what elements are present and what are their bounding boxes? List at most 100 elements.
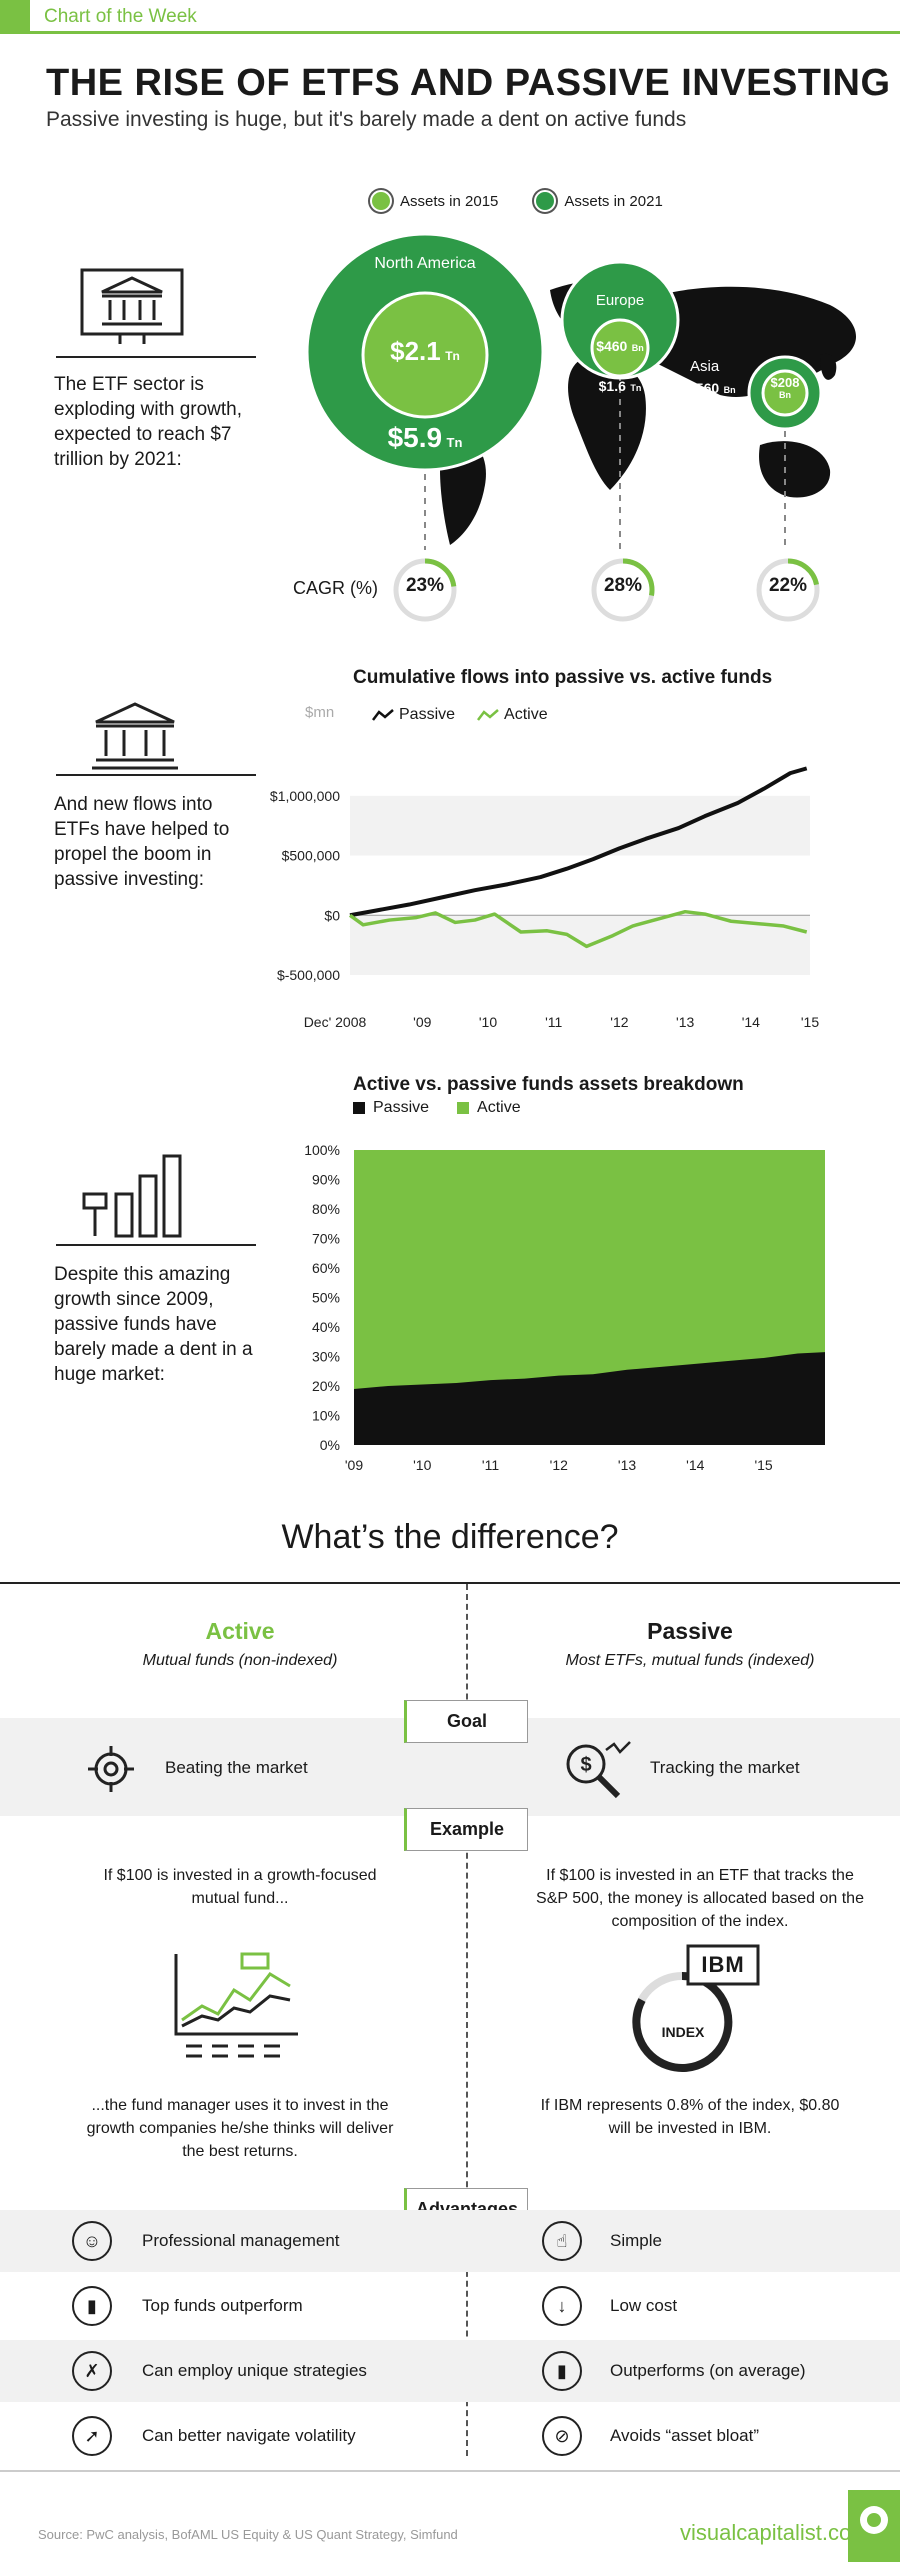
center-divider (466, 1584, 468, 2456)
goal-active-text: Beating the market (165, 1758, 308, 1777)
bars-up-icon: ▮ (72, 2286, 112, 2326)
breakdown-side-text: Despite this amazing growth since 2009, … (54, 1264, 253, 1385)
arrow-down-icon: ↓ (542, 2286, 582, 2326)
asia-2021-value: $560 Bn (688, 380, 768, 398)
eu-2015-bubble (590, 318, 650, 378)
target-icon (88, 1746, 134, 1792)
header-kicker-bar: Chart of the Week (0, 0, 900, 34)
eu-2015-unit: Bn (631, 343, 644, 353)
example-active-top: If $100 is invested in a growth-focused … (103, 1867, 377, 1907)
bank-icon (92, 702, 178, 770)
flows-y-tick: $0 (324, 907, 340, 923)
passive-area (354, 1352, 825, 1445)
brand-logo-box (848, 2490, 900, 2562)
ibm-label: IBM (701, 1952, 745, 1977)
flows-band (350, 915, 810, 975)
flows-y-tick: $-500,000 (277, 967, 340, 983)
breakdown-y-tick: 90% (312, 1172, 340, 1188)
adv-active-2: Top funds outperform (142, 2296, 303, 2315)
breakdown-y-tick: 30% (312, 1349, 340, 1365)
example-passive-top: If $100 is invested in an ETF that track… (536, 1867, 864, 1930)
eu-2021-amount: $1.6 (598, 378, 626, 394)
index-label: INDEX (661, 2024, 705, 2040)
example-pill: Example (404, 1808, 528, 1851)
breakdown-chart-title: Active vs. passive funds assets breakdow… (353, 1074, 744, 1095)
flows-legend: Passive Active (372, 706, 548, 724)
breakdown-y-tick: 100% (304, 1142, 340, 1158)
example-passive-bottom: If IBM represents 0.8% of the index, $0.… (540, 2097, 840, 2137)
asia-2015-bubble (761, 369, 809, 417)
breakdown-legend-active-swatch (457, 1102, 470, 1114)
breakdown-y-tick: 60% (312, 1260, 340, 1276)
manager-icon: ☺ (72, 2221, 112, 2261)
flows-legend-active-label: Active (504, 706, 548, 723)
adv-active-4: Can better navigate volatility (142, 2426, 356, 2445)
breakdown-y-tick: 80% (312, 1201, 340, 1217)
magnifier-dollar-icon: $ (566, 1741, 631, 1799)
flows-x-tick: '13 (676, 1014, 694, 1030)
breakdown-x-tick: '13 (618, 1457, 636, 1473)
breakdown-legend-active: Active (457, 1099, 521, 1117)
footer-brand[interactable]: visualcapitalist.com (680, 2520, 870, 2545)
legend-label-2021: Assets in 2021 (564, 192, 663, 210)
active-heading: Active (205, 1618, 275, 1644)
eu-2021-value: $1.6 Tn (580, 378, 660, 396)
flows-legend-passive-label: Passive (399, 706, 456, 723)
cagr-ring-asia (756, 558, 820, 622)
na-2015-value: $2.1 Tn (380, 336, 470, 367)
flows-x-tick: '09 (413, 1014, 431, 1030)
kicker-accent (0, 0, 30, 34)
breakdown-x-tick: '12 (550, 1457, 568, 1473)
flows-side-text: And new flows into ETFs have helped to p… (54, 794, 230, 890)
na-2021-unit: Tn (446, 435, 463, 450)
flows-band (350, 795, 810, 856)
active-subheading: Mutual funds (non-indexed) (142, 1652, 338, 1669)
flows-x-tick: '15 (801, 1014, 819, 1030)
legend-dot-2015 (370, 190, 392, 212)
legend-dot-2021 (534, 190, 557, 212)
region-bubbles (305, 232, 823, 550)
breakdown-x-tick: '15 (754, 1457, 772, 1473)
flows-chart-title: Cumulative flows into passive vs. active… (353, 667, 773, 688)
breakdown-x-tick: '11 (482, 1457, 499, 1473)
strategy-icon: ✗ (72, 2351, 112, 2391)
breakdown-y-tick: 40% (312, 1319, 340, 1335)
growth-chart-icon (174, 1952, 298, 2058)
goal-pill: Goal (404, 1700, 528, 1743)
thumbs-up-icon: ☝ (542, 2221, 582, 2261)
flows-legend-passive: Passive (372, 706, 455, 724)
goal-passive-text: Tracking the market (650, 1758, 800, 1777)
flows-y-tick: $500,000 (282, 848, 341, 864)
kicker-text: Chart of the Week (44, 6, 197, 27)
breakdown-y-tick: 0% (320, 1437, 340, 1453)
breakdown-y-tick: 70% (312, 1231, 340, 1247)
legend-2021: Assets in 2021 (534, 190, 663, 212)
na-2021-amount: $5.9 (387, 422, 443, 453)
example-active-bottom: ...the fund manager uses it to invest in… (86, 2097, 394, 2160)
breakdown-legend-passive: Passive (353, 1099, 429, 1117)
adv-passive-3: Outperforms (on average) (610, 2361, 806, 2380)
na-2015-unit: Tn (445, 349, 460, 363)
adv-passive-2: Low cost (610, 2296, 678, 2315)
bar-chart-icon (82, 1154, 182, 1238)
advantages-band-1 (0, 2210, 900, 2272)
flows-legend-passive-swatch (372, 709, 394, 721)
adv-passive-1: Simple (610, 2231, 662, 2250)
eu-region-label: Europe (595, 292, 645, 309)
flows-x-tick: '11 (545, 1014, 562, 1030)
cagr-label: CAGR (%) (293, 578, 378, 598)
asia-2021-amount: $560 (688, 380, 720, 396)
flows-legend-active-swatch (477, 709, 499, 721)
flows-x-tick: '10 (479, 1014, 497, 1030)
asia-2021-unit: Bn (723, 385, 736, 395)
na-2015-amount: $2.1 (390, 336, 441, 366)
difference-title: What’s the difference? (281, 1518, 619, 1556)
active-flow-line (348, 909, 808, 949)
breakdown-chart: 100% 90% 80% 70% 60% 50% 40% 30% 20% 10% 0% '09 '10 '… (304, 1142, 825, 1473)
bar-chart-small-icon: ▮ (542, 2351, 582, 2391)
flows-x-tick: '12 (610, 1014, 628, 1030)
page-title: THE RISE OF ETFS AND PASSIVE INVESTING (46, 62, 891, 104)
na-2021-value: $5.9 Tn (370, 422, 480, 454)
footer-source: Source: PwC analysis, BofAML US Equity &… (38, 2527, 458, 2542)
eu-2015-value: $460 Bn (580, 338, 660, 356)
